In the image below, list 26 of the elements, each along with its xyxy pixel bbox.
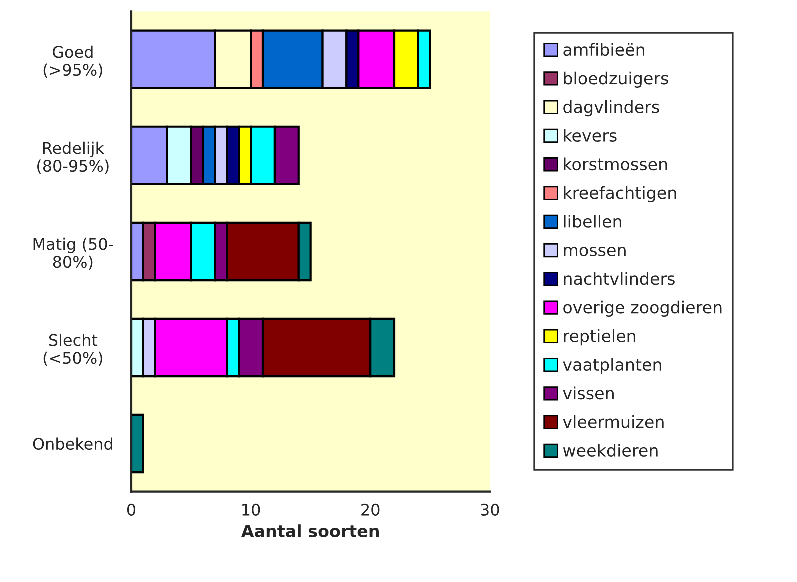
- legend-label: mossen: [564, 246, 626, 257]
- legend-label: vleermuizen: [563, 415, 664, 428]
- legend-label: kevers: [564, 129, 617, 142]
- legend-label: vissen: [563, 386, 614, 400]
- y-tick-label: Onbekend: [33, 438, 112, 450]
- legend-label: reptielen: [564, 330, 636, 346]
- y-tick-label: Matig (50- 80%): [34, 238, 114, 270]
- legend-label: libellen: [564, 215, 622, 228]
- legend-label: kreefachtigen: [564, 186, 676, 203]
- x-axis-title: Aantal soorten: [241, 524, 379, 538]
- y-tick-label: Redelijk (80-95%): [38, 142, 109, 174]
- legend-label: korstmossen: [564, 158, 668, 171]
- x-tick-label: 0: [127, 504, 136, 516]
- x-tick-label: 30: [481, 504, 500, 516]
- y-tick-label: Goed (>95%): [44, 46, 102, 78]
- x-tick-label: 20: [362, 504, 380, 516]
- legend-label: dagvlinders: [564, 100, 660, 117]
- y-tick-label: Slecht (<50%): [44, 334, 102, 366]
- legend-label: nachtvlinders: [564, 272, 675, 286]
- legend-label: amfibieën: [564, 43, 644, 56]
- legend-label: overige zoogdieren: [564, 300, 722, 318]
- x-tick-label: 10: [242, 504, 260, 516]
- legend-label: vaatplanten: [563, 358, 662, 374]
- bar: [132, 414, 145, 474]
- legend-label: weekdieren: [563, 444, 658, 457]
- legend-label: bloedzuigers: [564, 72, 668, 88]
